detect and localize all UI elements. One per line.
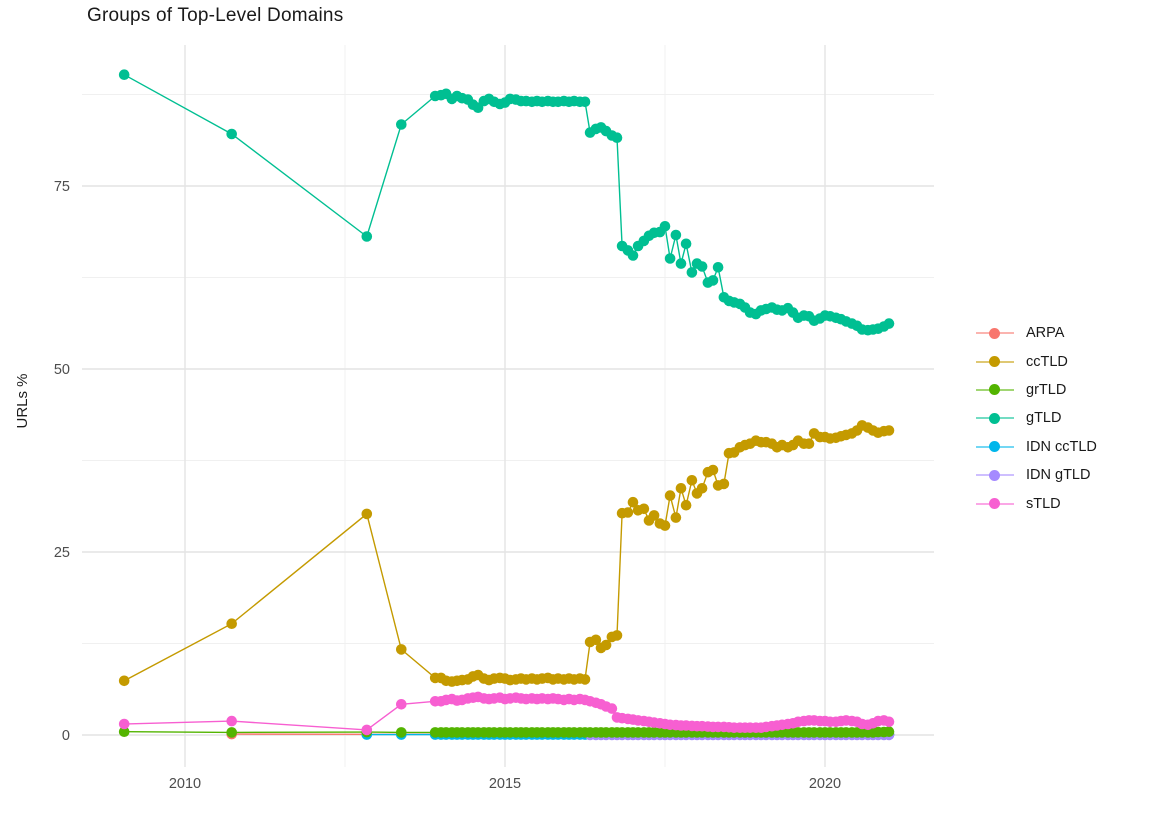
data-point: [118, 675, 130, 687]
legend-item-grtld: grTLD: [976, 376, 1097, 404]
legend-dot-icon: [989, 498, 1000, 510]
data-point: [686, 267, 698, 278]
data-point: [627, 496, 639, 508]
legend-label: gTLD: [1026, 410, 1062, 427]
data-point: [680, 238, 692, 250]
data-point: [600, 639, 612, 651]
data-point: [670, 512, 682, 523]
legend-label: ARPA: [1026, 325, 1065, 342]
gridlines: [82, 45, 934, 767]
data-point: [883, 726, 895, 737]
data-point: [226, 128, 237, 140]
data-point: [226, 618, 237, 629]
data-point: [712, 262, 724, 273]
legend-label: sTLD: [1026, 495, 1061, 512]
data-point: [675, 483, 687, 494]
data-point: [707, 275, 719, 286]
legend-key-swatch: [976, 327, 1014, 339]
data-point: [696, 483, 708, 494]
data-point: [718, 478, 730, 490]
data-point: [611, 132, 623, 143]
legend-item-stld: sTLD: [976, 489, 1097, 517]
svg-text:75: 75: [54, 179, 70, 195]
data-point: [579, 96, 591, 108]
data-point: [627, 250, 639, 261]
data-point: [686, 475, 698, 486]
data-point: [118, 718, 130, 730]
data-point: [579, 674, 591, 685]
data-point: [396, 119, 407, 130]
data-point: [883, 716, 895, 728]
data-point: [680, 499, 692, 511]
series-gtld: [118, 69, 895, 336]
data-point: [622, 507, 634, 518]
data-point: [883, 318, 895, 329]
data-point: [611, 630, 623, 641]
x-axis-ticks: 2010 2015 2020: [169, 776, 841, 792]
legend-label: IDN ccTLD: [1026, 438, 1097, 455]
chart-title: Groups of Top-Level Domains: [87, 5, 344, 26]
data-point: [226, 715, 237, 727]
svg-text:0: 0: [62, 728, 70, 744]
series-line-gtld: [123, 74, 890, 331]
data-point: [803, 438, 815, 450]
data-point: [606, 703, 618, 714]
y-axis-title: URLs %: [14, 373, 31, 429]
series-stld: [118, 691, 895, 736]
data-point: [664, 253, 676, 264]
series-cctld: [118, 420, 895, 687]
legend-item-idn-cctld: IDN ccTLD: [976, 433, 1097, 461]
data-point: [396, 727, 407, 738]
legend-key-swatch: [976, 498, 1014, 510]
legend-item-arpa: ARPA: [976, 319, 1097, 347]
data-point: [396, 644, 407, 655]
legend-key-swatch: [976, 469, 1014, 481]
legend: ARPA ccTLD grTLD gTLD IDN ccTLD IDN gTLD sTLD: [976, 319, 1097, 518]
data-point: [118, 69, 130, 80]
data-point: [675, 258, 687, 269]
legend-dot-icon: [989, 384, 1000, 396]
legend-key-swatch: [976, 384, 1014, 396]
svg-text:2010: 2010: [169, 776, 201, 792]
data-point: [590, 634, 602, 646]
legend-item-cctld: ccTLD: [976, 347, 1097, 375]
legend-label: ccTLD: [1026, 353, 1068, 370]
data-point: [648, 510, 660, 521]
legend-dot-icon: [989, 469, 1000, 481]
legend-label: grTLD: [1026, 381, 1067, 398]
legend-dot-icon: [989, 412, 1000, 424]
data-point: [118, 726, 130, 737]
svg-text:2020: 2020: [809, 776, 841, 792]
legend-item-idn-gtld: IDN gTLD: [976, 461, 1097, 489]
data-point: [707, 464, 719, 476]
data-point: [670, 229, 682, 241]
legend-dot-icon: [989, 441, 1000, 453]
svg-text:25: 25: [54, 545, 70, 561]
data-point: [659, 221, 671, 232]
data-point: [696, 261, 708, 272]
data-point: [659, 520, 671, 531]
data-point: [226, 727, 237, 738]
data-point: [361, 724, 373, 736]
legend-dot-icon: [989, 356, 1000, 368]
data-point: [664, 490, 676, 501]
data-point: [396, 699, 407, 710]
legend-item-gtld: gTLD: [976, 404, 1097, 432]
data-point: [883, 425, 895, 436]
legend-key-swatch: [976, 356, 1014, 368]
legend-key-swatch: [976, 441, 1014, 453]
legend-label: IDN gTLD: [1026, 467, 1091, 484]
y-axis-ticks: 0 25 50 75: [54, 179, 70, 744]
svg-text:50: 50: [54, 362, 70, 378]
legend-dot-icon: [989, 327, 1000, 339]
data-point: [361, 231, 373, 242]
svg-text:2015: 2015: [489, 776, 521, 792]
data-point: [638, 503, 650, 515]
legend-key-swatch: [976, 412, 1014, 424]
data-point: [361, 508, 373, 520]
